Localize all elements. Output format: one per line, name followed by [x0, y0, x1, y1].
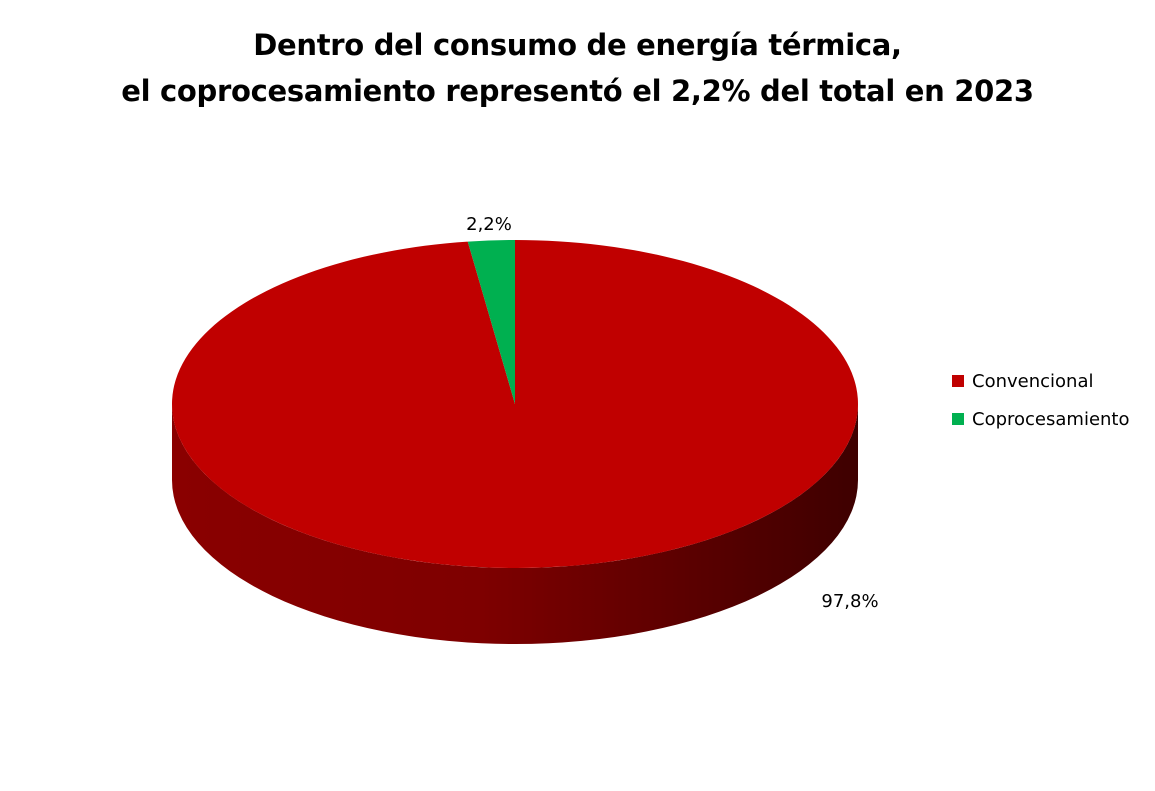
legend-label-convencional: Convencional	[972, 370, 1094, 392]
chart-title-line-2: el coprocesamiento representó el 2,2% de…	[121, 74, 1034, 108]
pie-slice-convencional	[172, 240, 859, 568]
legend-swatch-convencional	[952, 375, 964, 387]
legend-label-coprocesamiento: Coprocesamiento	[972, 408, 1130, 430]
legend-item-coprocesamiento: Coprocesamiento	[952, 400, 1130, 438]
legend-item-convencional: Convencional	[952, 362, 1130, 400]
chart-title: Dentro del consumo de energía térmica, e…	[0, 22, 1155, 114]
pie-top	[172, 240, 859, 568]
data-label-convencional: 97,8%	[821, 591, 878, 612]
pie-side	[172, 404, 858, 644]
data-label-coprocesamiento: 2,2%	[466, 214, 512, 235]
chart-title-line-1: Dentro del consumo de energía térmica,	[253, 28, 902, 62]
pie-side-convencional	[172, 404, 858, 644]
pie-labels: 2,2% 97,8%	[466, 214, 878, 612]
legend: Convencional Coprocesamiento	[952, 362, 1130, 438]
legend-swatch-coprocesamiento	[952, 413, 964, 425]
pie-slice-coprocesamiento	[467, 240, 515, 404]
